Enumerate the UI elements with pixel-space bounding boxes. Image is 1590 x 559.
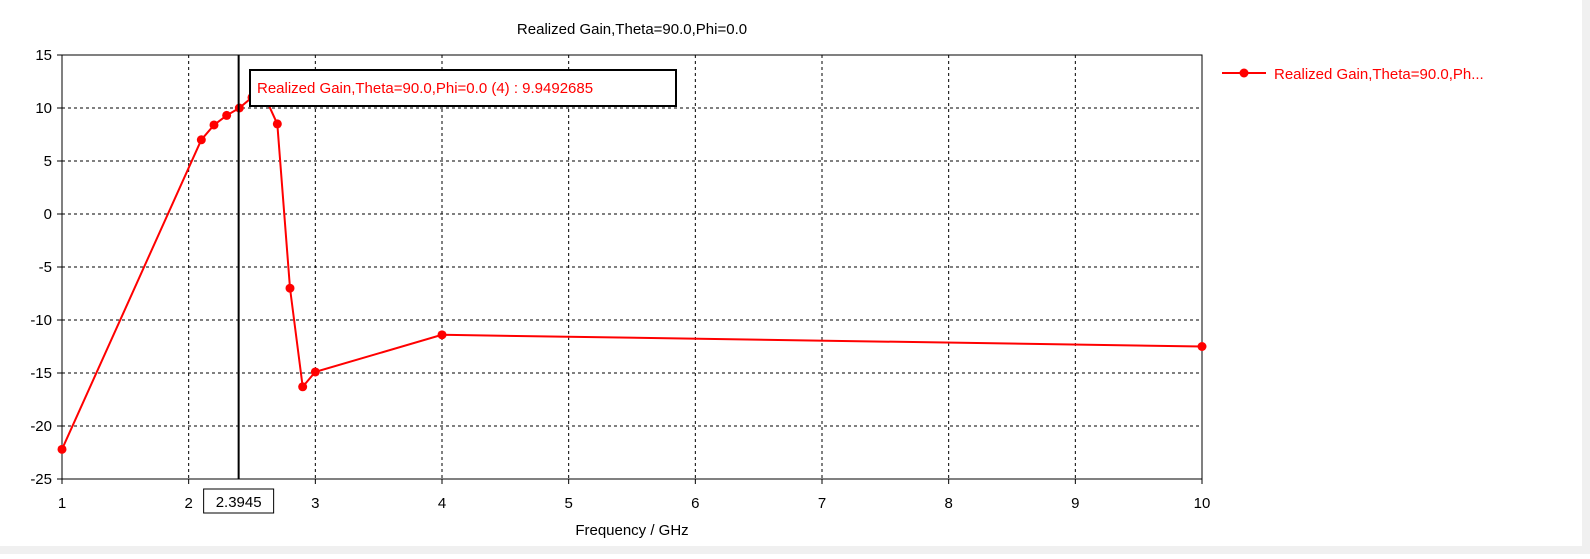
y-tick-label: -15 (30, 365, 52, 382)
data-point (222, 110, 232, 120)
x-tick-label: 6 (691, 495, 699, 512)
window-edge-bottom (0, 546, 1590, 554)
x-tick-label: 5 (564, 495, 572, 512)
data-point (57, 444, 67, 454)
data-point (310, 367, 320, 377)
y-tick-label: -25 (30, 471, 52, 488)
annotation-box (249, 69, 677, 107)
x-tick-label: 7 (818, 495, 826, 512)
x-tick-label: 1 (58, 495, 66, 512)
x-tick-label: 2 (184, 495, 192, 512)
y-tick-label: -10 (30, 312, 52, 329)
series-line (61, 95, 1203, 450)
y-tick-label: 15 (35, 47, 52, 64)
data-point (272, 119, 282, 129)
window-edge-right (1582, 0, 1590, 554)
cursor-value-label: 2.3945 (216, 494, 262, 511)
chart-title: Realized Gain,Theta=90.0,Phi=0.0 (517, 21, 747, 38)
series-group (57, 91, 1207, 454)
legend-entry-label: Realized Gain,Theta=90.0,Ph... (1274, 66, 1484, 83)
y-tick-label: 0 (44, 206, 52, 223)
x-tick-label: 10 (1194, 495, 1211, 512)
x-tick-label: 9 (1071, 495, 1079, 512)
y-tick-label: 10 (35, 100, 52, 117)
data-point (209, 120, 219, 130)
x-tick-label: 8 (944, 495, 952, 512)
legend[interactable]: Realized Gain,Theta=90.0,Ph... (1222, 66, 1484, 83)
y-tick-label: 5 (44, 153, 52, 170)
data-point (437, 330, 447, 340)
legend-marker-swatch (1239, 68, 1249, 78)
annotation-text: Realized Gain,Theta=90.0,Phi=0.0 (4) : 9… (257, 80, 593, 97)
data-point (1197, 342, 1207, 351)
y-tick-label: -20 (30, 418, 52, 435)
x-tick-label: 3 (311, 495, 319, 512)
data-point (298, 382, 308, 392)
x-axis: 1 2 3 4 5 6 7 8 9 10 (58, 479, 1211, 512)
cursor-annotation: Realized Gain,Theta=90.0,Phi=0.0 (4) : 9… (249, 69, 677, 107)
grid-lines (62, 55, 1202, 479)
x-tick-label: 4 (438, 495, 446, 512)
data-point (285, 283, 295, 293)
x-axis-label: Frequency / GHz (575, 522, 688, 539)
cursor-value-box[interactable]: 2.3945 (203, 488, 275, 514)
data-point (196, 135, 206, 145)
y-axis: 15 10 5 0 -5 -10 -15 -20 -25 (30, 47, 62, 488)
y-tick-label: -5 (39, 259, 52, 276)
